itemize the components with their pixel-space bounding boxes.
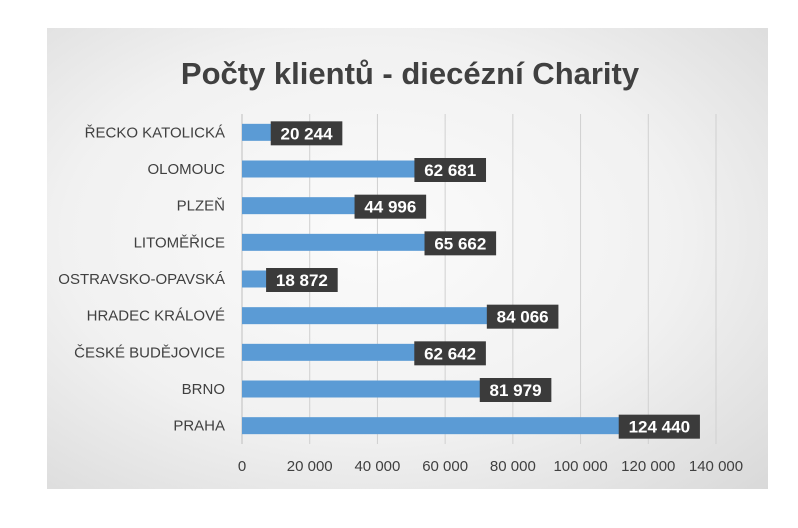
bar bbox=[242, 380, 520, 398]
bar bbox=[242, 343, 455, 361]
data-label-box bbox=[414, 158, 487, 182]
bar bbox=[242, 417, 664, 435]
data-label: 18 872 bbox=[276, 271, 328, 290]
bar bbox=[242, 233, 465, 251]
category-label: BRNO bbox=[182, 381, 225, 398]
chart-title: Počty klientů - diecézní Charity bbox=[181, 56, 640, 91]
x-tick-label: 140 000 bbox=[689, 458, 743, 475]
x-tick-label: 80 000 bbox=[490, 458, 536, 475]
x-tick-label: 40 000 bbox=[354, 458, 400, 475]
data-label: 20 244 bbox=[281, 124, 334, 143]
category-label: OLOMOUC bbox=[147, 161, 225, 178]
data-label: 81 979 bbox=[490, 381, 542, 400]
data-label: 62 681 bbox=[424, 161, 476, 180]
x-tick-label: 120 000 bbox=[621, 458, 675, 475]
data-label: 44 996 bbox=[364, 198, 416, 217]
data-label-box bbox=[424, 231, 497, 256]
bar bbox=[242, 307, 527, 325]
data-label-box bbox=[414, 341, 486, 366]
x-tick-label: 0 bbox=[238, 458, 246, 475]
data-label-box bbox=[270, 121, 343, 146]
category-label: ŘECKO KATOLICKÁ bbox=[85, 124, 225, 141]
data-label-box bbox=[479, 378, 552, 402]
data-label-box bbox=[618, 414, 700, 439]
data-label-box bbox=[354, 194, 427, 219]
category-label: OSTRAVSKO-OPAVSKÁ bbox=[58, 271, 225, 288]
category-label: PLZEŇ bbox=[177, 198, 225, 215]
data-label-box bbox=[266, 268, 338, 292]
x-tick-label: 100 000 bbox=[553, 458, 607, 475]
category-labels: ŘECKO KATOLICKÁ OLOMOUC PLZEŇ LITOMĚŘICE OST… bbox=[58, 124, 225, 434]
data-label-box bbox=[486, 304, 559, 329]
data-label: 124 440 bbox=[629, 418, 690, 437]
x-axis-tick-labels: 0 20 000 40 000 60 000 80 000 100 000 120 000 1… bbox=[238, 458, 743, 475]
x-tick-label: 60 000 bbox=[422, 458, 468, 475]
category-label: ČESKÉ BUDĚJOVICE bbox=[74, 344, 225, 361]
category-label: PRAHA bbox=[173, 418, 225, 435]
data-label: 84 066 bbox=[497, 308, 549, 327]
bar bbox=[242, 160, 455, 178]
data-label: 65 662 bbox=[434, 234, 486, 253]
category-label: HRADEC KRÁLOVÉ bbox=[87, 308, 225, 325]
x-tick-label: 20 000 bbox=[287, 458, 333, 475]
data-label: 62 642 bbox=[424, 344, 476, 363]
category-label: LITOMĚŘICE bbox=[134, 234, 225, 251]
data-labels: 20 244 62 681 44 996 65 662 18 872 84 066 62 6… bbox=[266, 121, 700, 439]
